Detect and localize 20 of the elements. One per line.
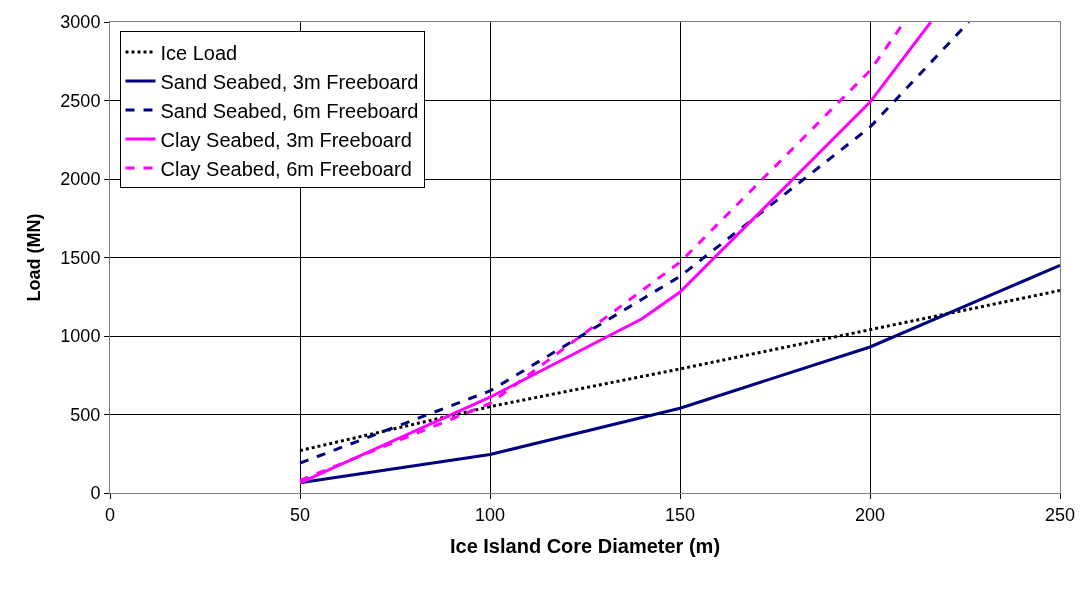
- x-tick-label: 100: [474, 504, 506, 525]
- legend-label: Ice Load: [160, 41, 238, 64]
- x-tick-label: 50: [289, 504, 311, 525]
- y-tick-label: 1000: [60, 326, 101, 347]
- legend-label: Clay Seabed, 6m Freeboard: [160, 157, 412, 180]
- y-tick-label: 2000: [60, 169, 101, 190]
- x-tick-label: 250: [1044, 504, 1076, 525]
- legend-label: Clay Seabed, 3m Freeboard: [160, 128, 412, 151]
- x-tick-label: 200: [854, 504, 886, 525]
- x-axis-title: Ice Island Core Diameter (m): [449, 535, 721, 558]
- x-tick-label: 0: [104, 504, 116, 525]
- y-tick-label: 2500: [60, 90, 101, 111]
- legend-label: Sand Seabed, 6m Freeboard: [160, 99, 419, 122]
- x-tick-label: 150: [664, 504, 696, 525]
- legend-label: Sand Seabed, 3m Freeboard: [160, 70, 419, 93]
- y-tick-label: 0: [90, 483, 101, 504]
- y-tick-label: 1500: [60, 247, 101, 268]
- y-tick-label: 500: [70, 404, 101, 425]
- y-tick-label: 3000: [60, 12, 101, 33]
- y-axis-title: Load (MN): [23, 213, 44, 302]
